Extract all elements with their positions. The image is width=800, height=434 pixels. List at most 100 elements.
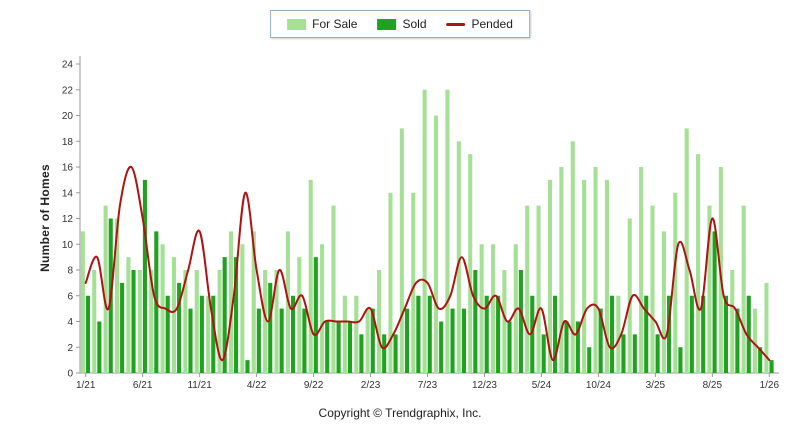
bar-sold <box>712 231 717 374</box>
bar-for-sale <box>604 179 609 374</box>
legend-item-sold: Sold <box>377 17 427 31</box>
bar-for-sale <box>240 244 245 373</box>
bar-for-sale <box>365 308 370 374</box>
x-tick-label: 10/24 <box>586 380 611 391</box>
bar-for-sale <box>183 270 188 373</box>
x-tick-label: 6/21 <box>133 380 153 391</box>
bar-sold <box>199 295 204 373</box>
bar-for-sale <box>741 205 746 374</box>
bar-sold <box>290 295 296 373</box>
bar-sold <box>188 308 193 374</box>
legend-label-pended: Pended <box>471 17 513 31</box>
bar-sold <box>382 334 387 374</box>
bar-for-sale <box>263 270 268 373</box>
bar-sold <box>678 347 683 373</box>
bar-for-sale <box>650 205 655 374</box>
bar-for-sale <box>217 270 222 373</box>
y-tick-label: 2 <box>67 343 73 354</box>
bar-for-sale <box>92 270 97 373</box>
bar-for-sale <box>764 282 769 374</box>
bar-for-sale <box>114 218 120 373</box>
bar-sold <box>518 270 523 373</box>
y-tick-label: 22 <box>62 85 74 96</box>
y-tick-label: 6 <box>67 291 73 302</box>
bar-sold <box>165 295 170 373</box>
y-tick-label: 4 <box>67 317 73 328</box>
bar-sold <box>575 321 580 373</box>
bar-sold <box>587 347 592 373</box>
bar-sold <box>393 334 398 374</box>
bar-for-sale <box>331 205 336 374</box>
bar-for-sale <box>616 295 621 373</box>
bar-sold <box>484 295 489 373</box>
bar-sold <box>450 308 455 374</box>
bar-sold <box>131 270 136 373</box>
bar-sold <box>632 334 637 374</box>
bar-for-sale <box>149 270 154 373</box>
bar-for-sale <box>126 257 131 374</box>
y-tick-label: 24 <box>62 60 74 71</box>
bar-sold <box>689 295 694 373</box>
bar-for-sale <box>445 89 450 373</box>
bar-for-sale <box>684 128 689 374</box>
bar-sold <box>404 308 410 374</box>
sold-bars <box>85 179 774 374</box>
bar-sold <box>347 321 353 373</box>
x-tick-label: 11/21 <box>187 380 212 391</box>
bar-for-sale <box>80 231 85 374</box>
x-tick-label: 5/24 <box>532 380 552 391</box>
bar-for-sale <box>536 205 541 374</box>
x-tick-label: 12/23 <box>472 380 497 391</box>
bar-sold <box>439 321 444 373</box>
bar-for-sale <box>559 167 564 373</box>
bar-for-sale <box>753 308 758 374</box>
bar-for-sale <box>433 115 439 373</box>
bar-sold <box>723 295 729 373</box>
bar-for-sale <box>627 218 632 373</box>
bar-sold <box>564 321 569 373</box>
bar-sold <box>553 295 558 373</box>
bar-sold <box>496 295 501 373</box>
forsale-bars <box>80 89 769 374</box>
bar-sold <box>142 179 147 374</box>
sold-swatch-icon <box>377 18 397 30</box>
bar-for-sale <box>582 179 587 374</box>
bar-for-sale <box>456 141 461 373</box>
bar-for-sale <box>103 205 108 374</box>
bar-sold <box>370 308 375 374</box>
bar-for-sale <box>388 192 393 373</box>
bar-for-sale <box>673 192 678 373</box>
bar-for-sale <box>502 270 507 373</box>
y-tick-label: 20 <box>62 111 74 122</box>
y-tick-label: 8 <box>67 266 73 277</box>
x-tick-label: 4/22 <box>247 380 267 391</box>
bar-sold <box>279 308 284 374</box>
bar-sold <box>325 321 330 373</box>
bar-sold <box>177 282 182 374</box>
x-tick-label: 3/25 <box>646 380 666 391</box>
bar-for-sale <box>206 295 211 373</box>
bar-for-sale <box>730 270 735 373</box>
bar-for-sale <box>525 205 530 374</box>
bar-sold <box>427 295 432 373</box>
bar-for-sale <box>696 154 701 374</box>
bar-for-sale <box>137 270 142 373</box>
legend-item-for-sale: For Sale <box>287 17 357 31</box>
pended-line <box>84 165 771 362</box>
bar-for-sale <box>593 167 598 373</box>
x-tick-label: 1/21 <box>76 380 96 391</box>
bar-sold <box>598 308 603 374</box>
bar-sold <box>97 321 102 373</box>
x-tick-label: 8/25 <box>703 380 723 391</box>
legend-label-for-sale: For Sale <box>312 17 358 31</box>
pended-line-swatch-icon <box>446 22 466 26</box>
bar-for-sale <box>661 231 666 374</box>
bar-sold <box>120 282 125 374</box>
bar-sold <box>222 257 227 374</box>
legend-item-pended: Pended <box>446 17 513 31</box>
bar-sold <box>621 334 626 374</box>
bar-sold <box>359 334 364 374</box>
